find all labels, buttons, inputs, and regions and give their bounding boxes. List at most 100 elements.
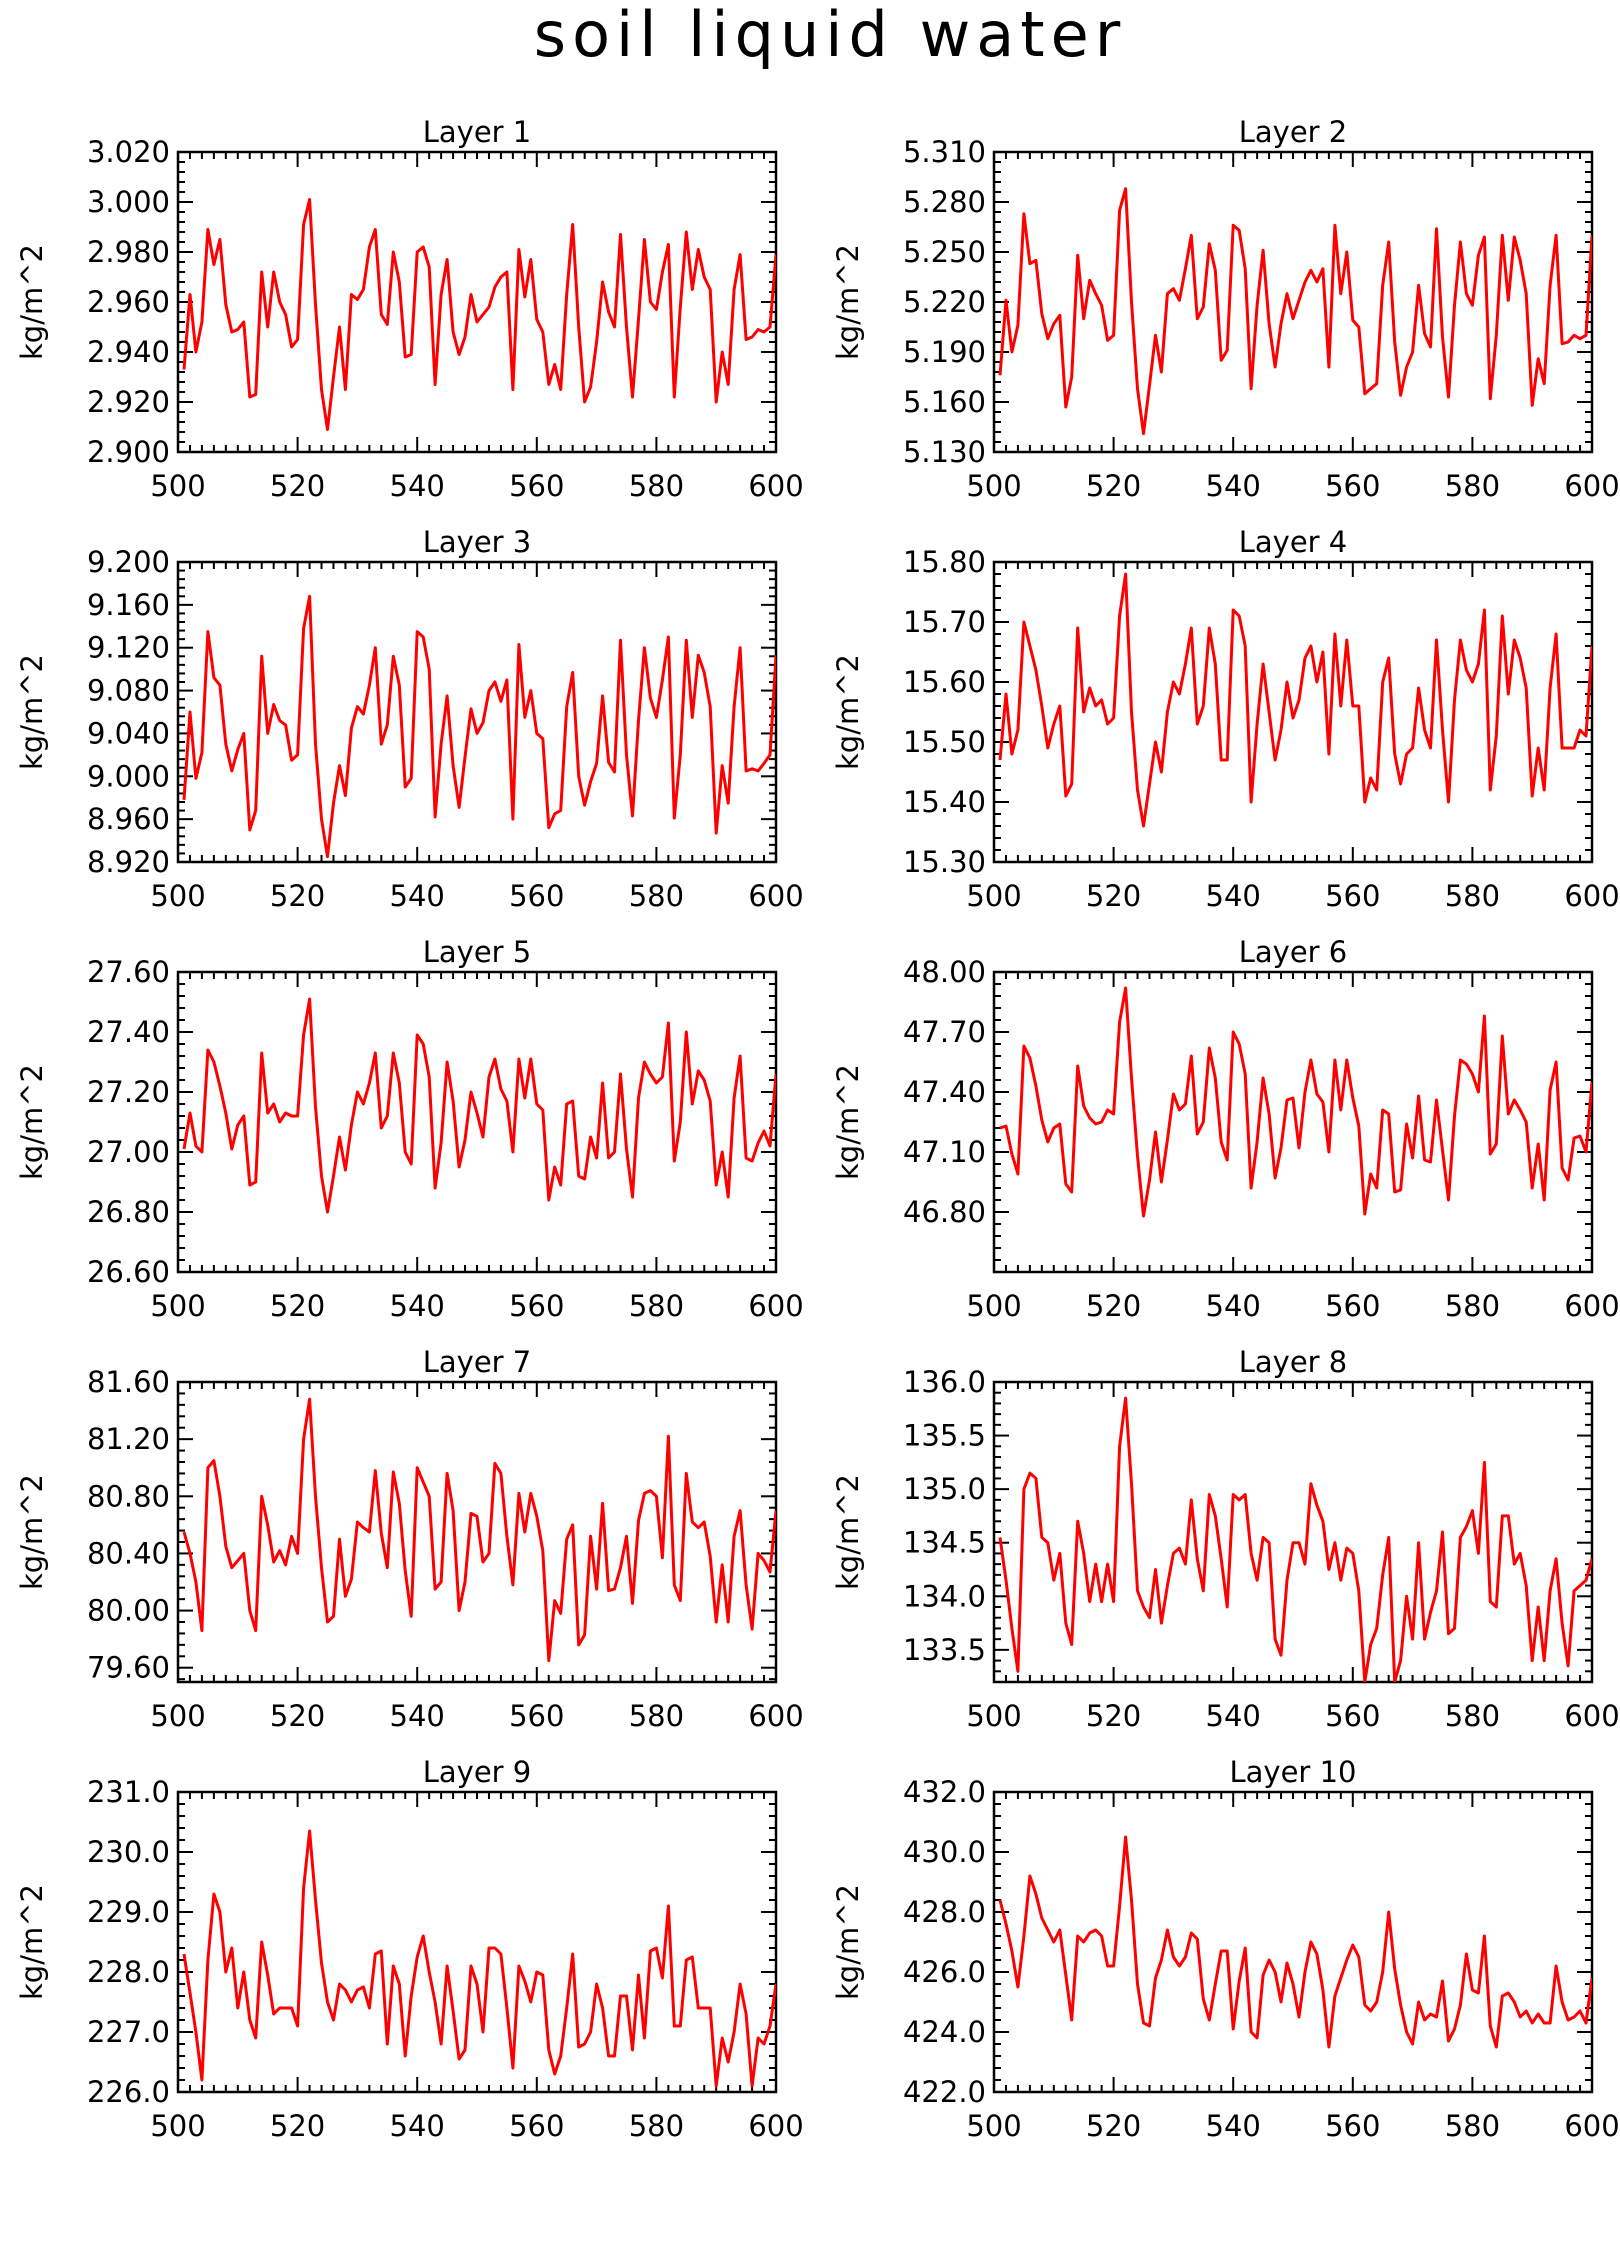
chart-panel-6: Layer 6 kg/m^2 500 520 540 560 580 600 46.80 47.1… <box>831 935 1620 1323</box>
x-tick-label: 500 <box>966 469 1021 503</box>
y-tick-label: 9.080 <box>87 674 170 708</box>
x-tick-label: 600 <box>1564 469 1619 503</box>
y-tick-label: 15.30 <box>903 845 986 879</box>
x-tick-label: 580 <box>1445 1699 1500 1733</box>
y-tick-label: 9.160 <box>87 588 170 622</box>
y-tick-label: 47.40 <box>903 1075 986 1109</box>
x-tick-label: 560 <box>1325 1289 1380 1323</box>
y-tick-label: 2.920 <box>87 385 170 419</box>
y-tick-label: 227.0 <box>87 2015 170 2049</box>
x-tick-label: 540 <box>390 1289 445 1323</box>
x-tick-label: 520 <box>270 469 325 503</box>
x-tick-label: 540 <box>1206 879 1261 913</box>
panel-title: Layer 8 <box>1239 1345 1348 1379</box>
panel-title: Layer 5 <box>423 935 532 969</box>
y-tick-label: 47.10 <box>903 1135 986 1169</box>
series-line <box>998 572 1592 828</box>
x-tick-label: 600 <box>1564 879 1619 913</box>
panel-title: Layer 6 <box>1239 935 1348 969</box>
y-tick-label: 135.0 <box>903 1472 986 1506</box>
y-tick-label: 5.160 <box>903 385 986 419</box>
y-axis-label: kg/m^2 <box>831 1474 865 1590</box>
panel-title: Layer 3 <box>423 525 532 559</box>
y-tick-label: 8.920 <box>87 845 170 879</box>
y-tick-label: 27.60 <box>87 955 170 989</box>
x-tick-label: 500 <box>150 2109 205 2143</box>
x-tick-label: 540 <box>390 469 445 503</box>
y-tick-label: 15.40 <box>903 785 986 819</box>
x-tick-label: 500 <box>150 1289 205 1323</box>
y-tick-label: 2.940 <box>87 335 170 369</box>
y-tick-label: 27.20 <box>87 1075 170 1109</box>
x-tick-label: 520 <box>270 1699 325 1733</box>
panel-title: Layer 1 <box>423 115 532 149</box>
x-tick-label: 580 <box>629 1699 684 1733</box>
y-tick-label: 2.980 <box>87 235 170 269</box>
y-tick-label: 2.900 <box>87 435 170 469</box>
y-tick-label: 134.5 <box>903 1526 986 1560</box>
x-tick-label: 560 <box>1325 879 1380 913</box>
x-tick-label: 600 <box>748 1289 803 1323</box>
y-tick-label: 9.200 <box>87 545 170 579</box>
y-axis-label: kg/m^2 <box>15 1064 49 1180</box>
y-tick-label: 133.5 <box>903 1633 986 1667</box>
panel-title: Layer 2 <box>1239 115 1348 149</box>
y-tick-label: 134.0 <box>903 1579 986 1613</box>
x-tick-label: 560 <box>1325 2109 1380 2143</box>
y-tick-label: 47.70 <box>903 1015 986 1049</box>
x-tick-label: 500 <box>150 1699 205 1733</box>
series-line <box>182 594 776 859</box>
x-tick-label: 520 <box>1086 879 1141 913</box>
x-tick-label: 580 <box>629 879 684 913</box>
y-tick-label: 426.0 <box>903 1955 986 1989</box>
x-tick-label: 520 <box>1086 469 1141 503</box>
panel-title: Layer 9 <box>423 1755 532 1789</box>
plot-frame <box>176 150 778 454</box>
chart-panel-10: Layer 10 kg/m^2 500 520 540 560 580 600 422.0 424… <box>831 1755 1620 2143</box>
chart-panel-3: Layer 3 kg/m^2 500 520 540 560 580 600 8.920 8.96… <box>15 525 804 913</box>
chart-panel-1: Layer 1 kg/m^2 500 520 540 560 580 600 2.900 2.92… <box>15 115 804 503</box>
x-tick-label: 580 <box>1445 2109 1500 2143</box>
plot-frame <box>176 1790 778 2094</box>
y-tick-label: 3.020 <box>87 135 170 169</box>
x-tick-label: 540 <box>1206 469 1261 503</box>
x-tick-label: 600 <box>748 469 803 503</box>
series-line <box>182 1397 776 1663</box>
x-tick-label: 520 <box>270 1289 325 1323</box>
series-line <box>998 1835 1592 2049</box>
x-tick-label: 580 <box>629 469 684 503</box>
y-tick-label: 15.50 <box>903 725 986 759</box>
y-tick-label: 231.0 <box>87 1775 170 1809</box>
x-tick-label: 540 <box>390 879 445 913</box>
y-tick-label: 15.80 <box>903 545 986 579</box>
y-axis-label: kg/m^2 <box>15 1884 49 2000</box>
y-tick-label: 9.040 <box>87 716 170 750</box>
y-tick-label: 5.190 <box>903 335 986 369</box>
x-tick-label: 540 <box>1206 1289 1261 1323</box>
chart-panel-7: Layer 7 kg/m^2 500 520 540 560 580 600 79.60 80.0… <box>15 1345 804 1733</box>
plot-frame <box>992 970 1594 1274</box>
x-tick-label: 560 <box>1325 1699 1380 1733</box>
x-tick-label: 540 <box>390 1699 445 1733</box>
y-tick-label: 27.40 <box>87 1015 170 1049</box>
panel-title: Layer 4 <box>1239 525 1348 559</box>
series-line <box>182 997 776 1214</box>
y-axis-label: kg/m^2 <box>831 1064 865 1180</box>
x-tick-label: 500 <box>966 1289 1021 1323</box>
x-tick-label: 520 <box>1086 2109 1141 2143</box>
chart-panel-8: Layer 8 kg/m^2 500 520 540 560 580 600 133.5 134.… <box>831 1345 1620 1733</box>
panels: Layer 1 kg/m^2 500 520 540 560 580 600 2.900 2.92… <box>15 115 1620 2143</box>
x-tick-label: 520 <box>270 2109 325 2143</box>
x-tick-label: 540 <box>390 2109 445 2143</box>
y-tick-label: 2.960 <box>87 285 170 319</box>
y-tick-label: 8.960 <box>87 802 170 836</box>
y-tick-label: 46.80 <box>903 1195 986 1229</box>
series-line <box>998 1396 1592 1682</box>
plot-frame <box>176 560 778 864</box>
y-tick-label: 5.130 <box>903 435 986 469</box>
y-tick-label: 15.70 <box>903 605 986 639</box>
x-tick-label: 600 <box>748 879 803 913</box>
y-tick-label: 9.000 <box>87 759 170 793</box>
series-line <box>999 986 1592 1218</box>
chart-panel-9: Layer 9 kg/m^2 500 520 540 560 580 600 226.0 227.… <box>15 1755 804 2143</box>
